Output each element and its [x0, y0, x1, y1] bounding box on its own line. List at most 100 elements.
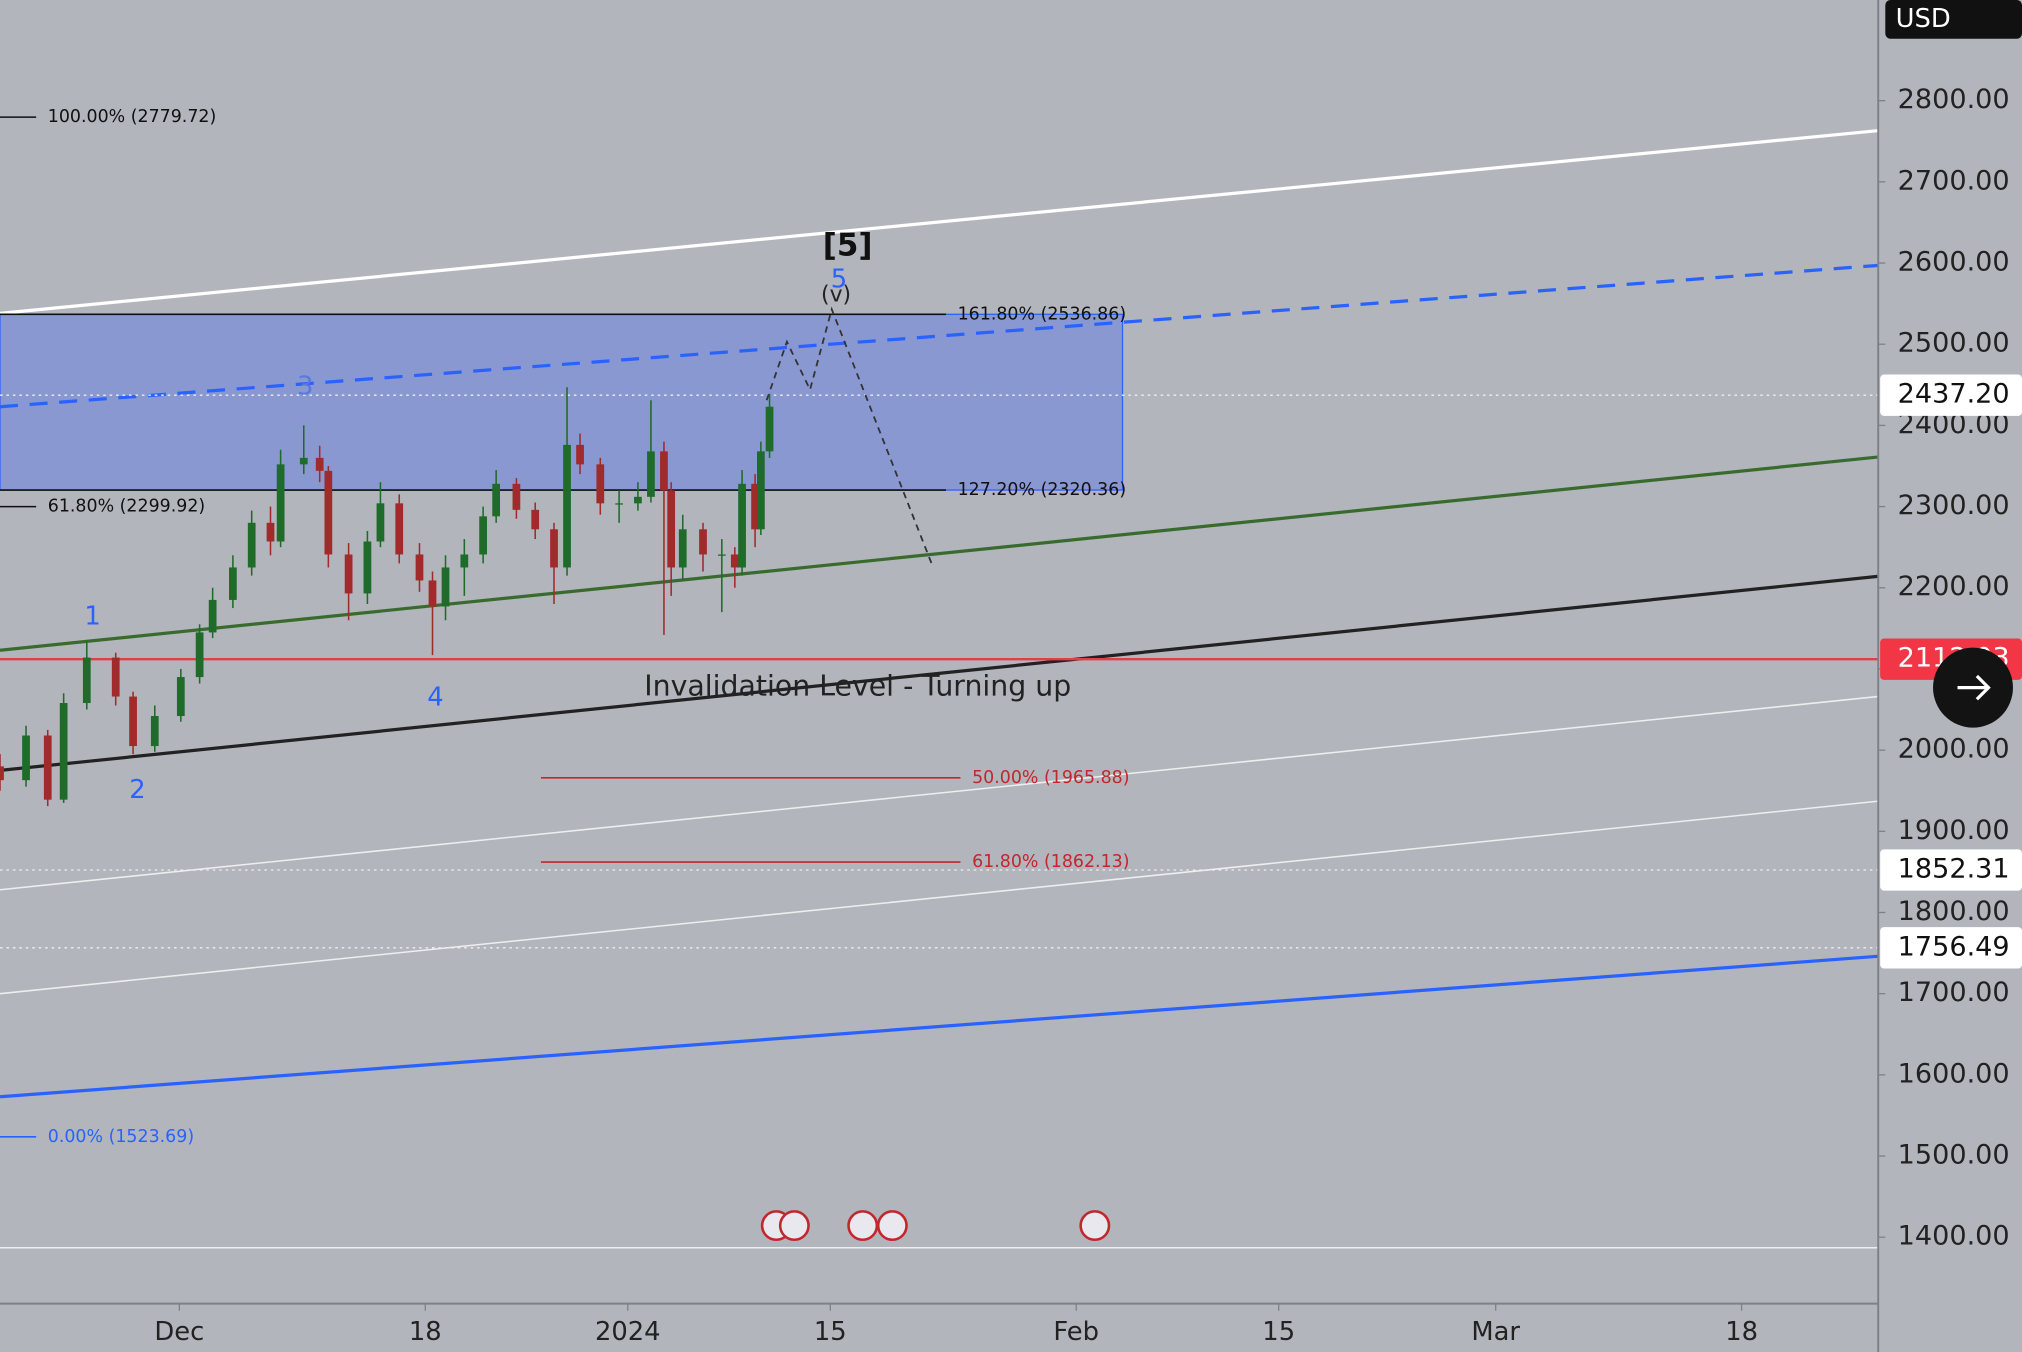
y-tick-label: 2800.00 — [1898, 84, 2010, 115]
fib-label: 100.00% (2779.72) — [48, 107, 217, 127]
trend-line — [0, 129, 1878, 315]
candle-body — [479, 516, 488, 555]
x-tick-label: Mar — [1471, 1317, 1520, 1347]
candle-body — [634, 496, 642, 504]
candle-body — [247, 522, 256, 568]
candle-body — [441, 567, 450, 607]
candle-body — [615, 503, 623, 505]
annotation: 2 — [129, 775, 145, 805]
candle-body — [699, 529, 707, 555]
y-tick-label: 2300.00 — [1898, 490, 2010, 521]
candle-body — [82, 657, 91, 704]
fib-label: 0.00% (1523.69) — [48, 1127, 194, 1147]
event-icon[interactable] — [778, 1210, 810, 1242]
candle-body — [576, 444, 584, 465]
y-tick-label: 1600.00 — [1898, 1058, 2010, 1089]
y-tick-label: 1500.00 — [1898, 1140, 2010, 1171]
x-tick-label: 2024 — [595, 1317, 661, 1347]
fib-label: 61.80% (2299.92) — [48, 497, 205, 517]
annotation: 3 — [297, 372, 313, 402]
scroll-button[interactable] — [1933, 647, 2013, 728]
price-label-box — [1880, 927, 2022, 969]
annotation: 5 — [831, 265, 847, 295]
candle-body — [531, 509, 540, 530]
price-label-box — [1880, 374, 2022, 416]
trend-line — [0, 455, 1878, 652]
fib-label: 61.80% (1862.13) — [972, 852, 1129, 872]
candle-body — [415, 554, 424, 581]
currency: USD — [1896, 4, 1951, 34]
price-label: 1852.31 — [1898, 854, 2010, 885]
trend-line — [0, 800, 1878, 995]
y-tick-label: 2700.00 — [1898, 165, 2010, 196]
candle-body — [363, 541, 372, 594]
candle-body — [129, 696, 137, 747]
candle-body — [730, 554, 739, 568]
candle-body — [266, 522, 275, 542]
x-tick-label: 15 — [1262, 1317, 1295, 1347]
candle-body — [22, 735, 30, 781]
trend-line — [0, 954, 1878, 1099]
candle-body — [150, 716, 159, 747]
y-tick-label: 1800.00 — [1898, 896, 2010, 927]
annotation: (v) — [821, 283, 851, 308]
candle-body — [717, 554, 726, 556]
candle-body — [563, 444, 571, 568]
y-tick-label: 1700.00 — [1898, 977, 2010, 1008]
fib-label: 127.20% (2320.36) — [958, 480, 1127, 500]
candle-body — [208, 599, 217, 633]
target-zone — [0, 313, 1124, 491]
candle-body — [344, 554, 353, 594]
candle-body — [59, 703, 68, 800]
candle-body — [195, 632, 204, 678]
x-tick-label: 18 — [1725, 1317, 1758, 1347]
annotation: 1 — [84, 601, 100, 631]
candle-body — [751, 483, 759, 530]
y-tick-label: 2200.00 — [1898, 571, 2010, 602]
projection-path — [765, 306, 933, 564]
candle-body — [738, 483, 746, 568]
price-label: 1756.49 — [1898, 931, 2010, 962]
event-icon[interactable] — [847, 1210, 879, 1242]
candle-body — [678, 529, 687, 568]
currency-box — [1885, 0, 2022, 39]
candle-body — [111, 657, 120, 697]
fib-label: 161.80% (2536.86) — [958, 304, 1127, 324]
y-tick-label: 2600.00 — [1898, 247, 2010, 278]
price-label-box — [1880, 849, 2022, 891]
events — [760, 1210, 1111, 1242]
trend-line — [0, 695, 1878, 891]
candle-body — [667, 490, 676, 568]
candle-body — [395, 503, 404, 555]
arrow-icon — [1957, 674, 1991, 701]
x-tick-label: 15 — [814, 1317, 847, 1347]
candle-body — [428, 580, 437, 607]
event-icon[interactable] — [876, 1210, 908, 1242]
candle-body — [492, 483, 501, 517]
y-tick-label: 1900.00 — [1898, 815, 2010, 846]
candle-body — [376, 503, 385, 542]
trend-line — [0, 263, 1878, 409]
candle-body — [460, 554, 469, 568]
candle-body — [324, 470, 333, 555]
x-tick-label: 18 — [409, 1317, 442, 1347]
fib-label: 50.00% (1965.88) — [972, 768, 1129, 788]
x-tick-label: Feb — [1053, 1317, 1099, 1347]
annotation: [5] — [823, 227, 873, 263]
y-tick-label: 2500.00 — [1898, 328, 2010, 359]
candle-body — [660, 451, 668, 491]
candle-body — [229, 567, 237, 600]
candle-body — [315, 457, 324, 471]
candle-body — [756, 451, 765, 530]
candle-body — [176, 677, 185, 717]
candle-body — [647, 451, 655, 497]
candle-body — [550, 529, 558, 568]
candle-body — [276, 464, 285, 542]
event-icon[interactable] — [1079, 1210, 1111, 1242]
y-tick-label: 1400.00 — [1898, 1221, 2010, 1252]
x-tick-label: Dec — [154, 1317, 204, 1347]
candle-body — [765, 406, 774, 452]
plot-area: 100.00% (2779.72) 61.80% (2299.92) 0.00% (… — [0, 107, 1878, 1249]
